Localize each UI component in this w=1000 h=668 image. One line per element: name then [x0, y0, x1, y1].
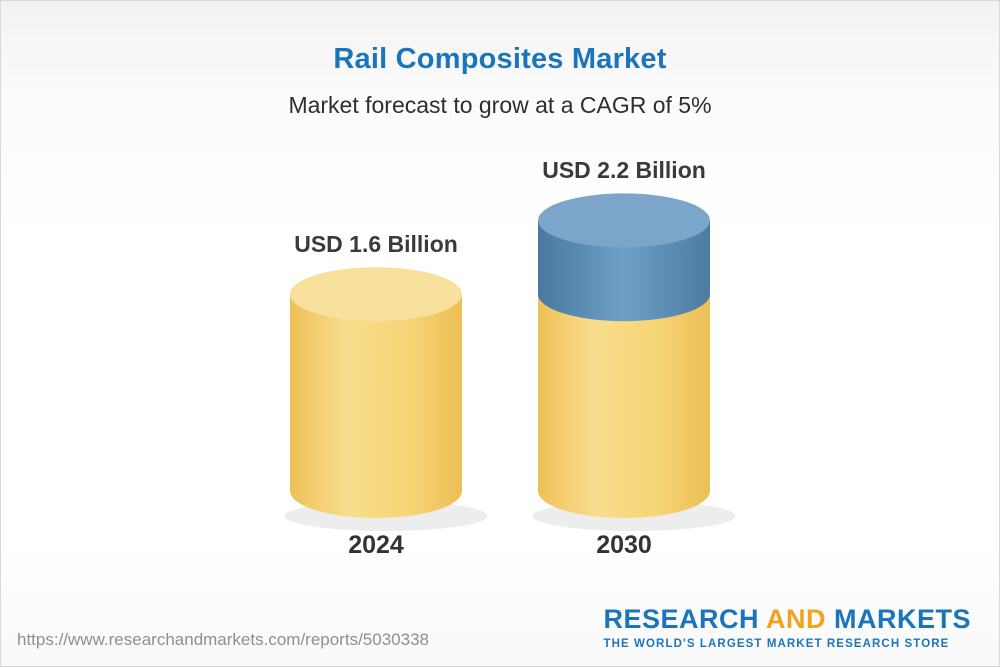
logo-word-markets: MARKETS	[834, 604, 971, 634]
logo-word-research: RESEARCH	[603, 604, 759, 634]
axis-label-2030: 2030	[596, 531, 652, 559]
logo-wordmark: RESEARCH AND MARKETS	[603, 604, 971, 635]
value-label-2030: USD 2.2 Billion	[542, 157, 706, 183]
logo-tagline: THE WORLD'S LARGEST MARKET RESEARCH STOR…	[603, 638, 950, 650]
research-and-markets-logo: RESEARCH AND MARKETS THE WORLD'S LARGEST…	[603, 604, 971, 650]
logo-word-and: AND	[765, 604, 826, 634]
page-subtitle: Market forecast to grow at a CAGR of 5%	[288, 92, 712, 118]
axis-label-2024: 2024	[348, 531, 404, 559]
report-url: https://www.researchandmarkets.com/repor…	[17, 630, 429, 649]
page-title: Rail Composites Market	[333, 43, 667, 75]
header: Rail Composites Market Market forecast t…	[1, 1, 999, 119]
value-label-2024: USD 1.6 Billion	[294, 231, 458, 257]
footer: https://www.researchandmarkets.com/repor…	[1, 604, 999, 666]
